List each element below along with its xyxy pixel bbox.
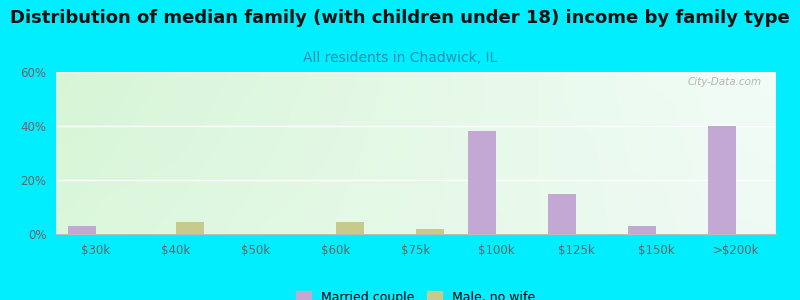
Text: All residents in Chadwick, IL: All residents in Chadwick, IL [303,51,497,65]
Bar [708,126,736,234]
Text: Distribution of median family (with children under 18) income by family type: Distribution of median family (with chil… [10,9,790,27]
Bar [628,226,656,234]
Text: City-Data.com: City-Data.com [687,77,762,87]
Bar [336,222,364,234]
Bar [68,226,96,234]
Bar [416,229,444,234]
Bar [176,222,204,234]
Bar [548,194,576,234]
Bar [468,131,496,234]
Legend: Married couple, Male, no wife: Married couple, Male, no wife [291,286,541,300]
